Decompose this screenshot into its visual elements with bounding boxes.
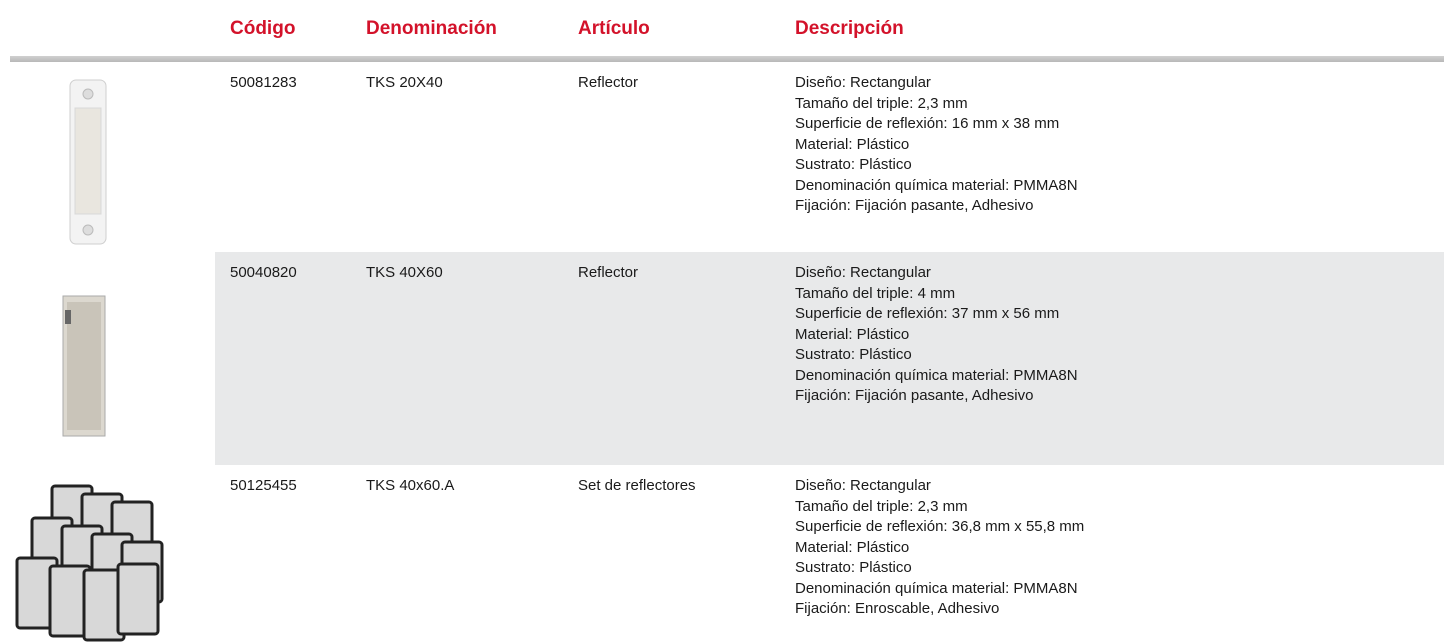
description-line: Diseño: Rectangular (795, 477, 931, 494)
description-line: Tamaño del triple: 2,3 mm (795, 497, 968, 515)
description: Diseño: Rectangular Tamaño del triple: 2,… (795, 73, 1078, 217)
description-line: Material: Plástico (795, 325, 910, 343)
description-line: Denominación química material: PMMA8N (795, 579, 1078, 597)
description-line: Denominación química material: PMMA8N (795, 366, 1078, 384)
cell: Reflector (578, 264, 639, 281)
description-line: Tamaño del triple: 4 mm (795, 284, 956, 302)
table-row: 50125455 TKS 40x60.A Set de reflectores Dis… (215, 465, 1444, 644)
cell: TKS 20X40 (366, 74, 443, 91)
description-line: Fijación: Enroscable, Adhesivo (795, 600, 1000, 617)
description-line: Material: Plástico (795, 135, 910, 153)
header-rule (10, 56, 1444, 62)
description-line: Diseño: Rectangular (795, 264, 931, 281)
cell: Reflector (578, 74, 639, 91)
product-image (62, 295, 106, 437)
description-line: Denominación química material: PMMA8N (795, 176, 1078, 194)
description-line: Superficie de reflexión: 37 mm x 56 mm (795, 305, 1060, 322)
description: Diseño: Rectangular Tamaño del triple: 2,… (795, 476, 1084, 620)
cell: Set de reflectores (578, 477, 696, 494)
description-line: Fijación: Fijación pasante, Adhesivo (795, 197, 1034, 214)
description: Diseño: Rectangular Tamaño del triple: 4 … (795, 263, 1078, 407)
description-line: Diseño: Rectangular (795, 74, 931, 91)
cell: 50040820 (230, 264, 297, 281)
description-line: Sustrato: Plástico (795, 559, 912, 576)
column-header: Descripción (795, 18, 904, 39)
product-image (15, 484, 164, 642)
column-header: Denominación (366, 18, 497, 39)
description-line: Tamaño del triple: 2,3 mm (795, 94, 968, 112)
cell: TKS 40x60.A (366, 477, 455, 494)
description-line: Sustrato: Plástico (795, 346, 912, 363)
table-row: 50081283 TKS 20X40 Reflector Diseño: Rectan… (215, 62, 1444, 252)
product-image (69, 79, 107, 245)
description-line: Sustrato: Plástico (795, 156, 912, 173)
cell: TKS 40X60 (366, 264, 443, 281)
cell: 50125455 (230, 477, 297, 494)
column-header: Artículo (578, 18, 650, 39)
description-line: Material: Plástico (795, 538, 910, 556)
table-row: 50040820 TKS 40X60 Reflector Diseño: Rectan… (215, 252, 1444, 465)
description-line: Superficie de reflexión: 16 mm x 38 mm (795, 115, 1060, 132)
description-line: Superficie de reflexión: 36,8 mm x 55,8 … (795, 518, 1085, 535)
description-line: Fijación: Fijación pasante, Adhesivo (795, 387, 1034, 404)
cell: 50081283 (230, 74, 297, 91)
column-header: Código (230, 18, 296, 39)
